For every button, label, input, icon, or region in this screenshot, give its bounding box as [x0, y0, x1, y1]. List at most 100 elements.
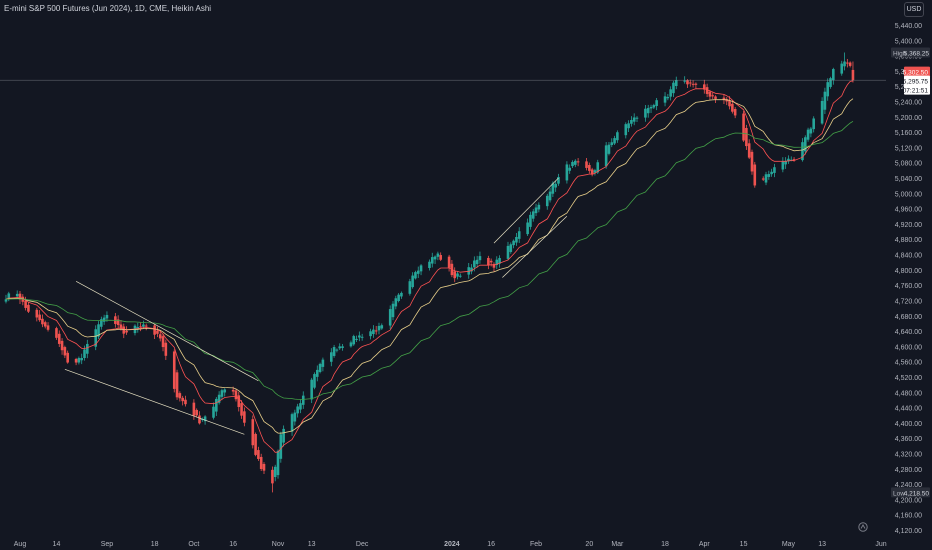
candle-body [784, 161, 787, 165]
candle-body [624, 124, 628, 136]
candle-body [554, 183, 557, 188]
candle-body [801, 142, 804, 161]
candle-body [105, 314, 109, 319]
candle-body [374, 330, 378, 332]
candle-body [80, 358, 84, 361]
candle-body [223, 389, 227, 393]
candle-body [725, 99, 729, 102]
candle-body [705, 87, 709, 94]
last-close-label: 5,302.50 [903, 70, 929, 77]
x-axis-tick-label: 16 [229, 541, 237, 548]
candle-body [613, 138, 616, 144]
candle-body [694, 83, 698, 85]
candle-body [116, 319, 120, 326]
candle-body [607, 144, 611, 154]
candle-body [310, 379, 313, 400]
candle-body [313, 374, 316, 388]
candle-body [568, 167, 571, 171]
y-axis-tick-label: 4,600.00 [895, 344, 922, 351]
candle-body [439, 255, 442, 260]
high-label-value: 5,368.25 [904, 50, 930, 57]
candle-body [655, 100, 658, 107]
candle-body [604, 145, 608, 167]
trendline[interactable] [64, 368, 245, 435]
currency-button[interactable]: USD [904, 2, 924, 17]
candle-body [703, 84, 706, 90]
candle-body [764, 174, 768, 183]
candle-body [843, 61, 846, 67]
candle-body [832, 69, 835, 81]
candle-body [635, 117, 639, 119]
y-axis-tick-label: 5,240.00 [895, 100, 922, 107]
candle-body [728, 100, 731, 107]
x-axis-tick-label: 16 [487, 541, 495, 548]
candle-body [548, 191, 552, 201]
candle-body [492, 263, 496, 268]
candle-body [262, 463, 266, 471]
candle-body [349, 342, 353, 347]
candle-body [652, 105, 656, 108]
y-axis-tick-label: 5,000.00 [895, 191, 922, 198]
candle-body [394, 298, 398, 307]
candle-body [820, 100, 824, 124]
candle-body [498, 258, 501, 264]
candle-body [436, 253, 440, 257]
candle-body [753, 164, 757, 186]
candle-body [430, 257, 434, 264]
y-axis-tick-label: 4,440.00 [895, 406, 922, 413]
y-axis-tick-label: 5,120.00 [895, 145, 922, 152]
candle-body [576, 161, 580, 163]
current-price-label-bg [904, 75, 930, 86]
y-axis-tick-label: 4,200.00 [895, 497, 922, 504]
y-axis-tick-label: 5,200.00 [895, 115, 922, 122]
candle-body [803, 137, 807, 152]
candle-body [184, 399, 187, 405]
candle-body [360, 336, 364, 338]
candle-body [282, 428, 285, 443]
y-axis-tick-label: 4,400.00 [895, 421, 922, 428]
candle-body [534, 207, 538, 214]
candle-body [683, 80, 686, 82]
candle-body [551, 183, 555, 194]
trendline[interactable] [493, 177, 559, 244]
candle-body [192, 402, 196, 416]
y-axis-tick-label: 4,520.00 [895, 375, 922, 382]
candle-body [321, 359, 325, 367]
candle-body [711, 95, 715, 97]
candle-body [517, 231, 521, 239]
candle-body [565, 164, 569, 181]
candle-body [574, 160, 577, 165]
candle-body [590, 169, 594, 175]
candle-body [792, 159, 796, 161]
y-axis-tick-label: 4,560.00 [895, 360, 922, 367]
candle-body [4, 299, 8, 302]
candle-body [181, 397, 184, 402]
x-axis-tick-label: 2024 [444, 541, 460, 548]
candle-body [86, 343, 89, 354]
candle-body [372, 329, 375, 335]
candle-body [102, 317, 106, 322]
y-axis-tick-label: 4,640.00 [895, 329, 922, 336]
candle-body [257, 450, 260, 459]
candle-body [632, 117, 636, 122]
y-axis-tick-label: 4,240.00 [895, 482, 922, 489]
candle-body [733, 108, 737, 116]
moving-average-line [5, 80, 854, 453]
candle-body [588, 164, 591, 171]
last-close-label-bg [904, 66, 930, 77]
x-axis-tick-label: 18 [151, 541, 159, 548]
candle-body [358, 335, 361, 338]
trendline[interactable] [502, 216, 568, 278]
candle-body [750, 151, 754, 172]
x-axis-tick-label: 15 [740, 541, 748, 548]
candle-body [806, 129, 810, 140]
trendline[interactable] [75, 281, 259, 382]
candle-body [388, 309, 392, 326]
candle-body [122, 326, 126, 334]
x-axis-tick-label: 13 [308, 541, 316, 548]
moving-average-line [5, 120, 854, 401]
candle-body [571, 161, 574, 167]
y-axis-tick-label: 4,920.00 [895, 222, 922, 229]
candle-body [290, 414, 294, 432]
